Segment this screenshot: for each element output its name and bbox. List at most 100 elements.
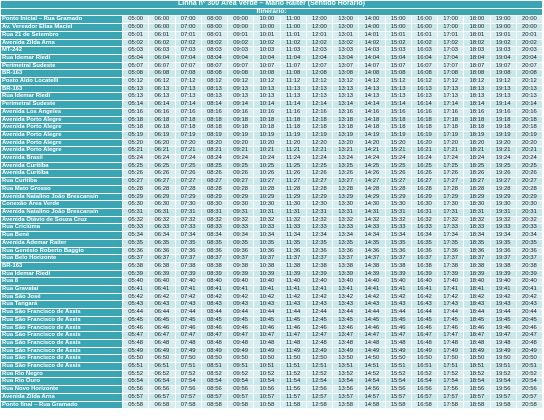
time-cell: 17:21 — [436, 146, 465, 156]
time-cell: 14:00 — [358, 15, 386, 25]
time-cell: 18:01 — [463, 30, 491, 40]
table-row: Avenida Curitiba 05:25 06:25 07:25 08:25 09:2… — [0, 161, 544, 171]
time-cell: 13:02 — [331, 38, 360, 48]
time-cell: 18:58 — [463, 400, 491, 410]
time-cell: 06:34 — [148, 231, 176, 240]
time-cell: 13:37 — [331, 254, 360, 263]
time-cell: 13:52 — [331, 369, 360, 379]
time-cell: 12:39 — [305, 269, 334, 279]
time-cell: 06:18 — [148, 115, 176, 125]
time-cell: 08:03 — [200, 46, 229, 55]
time-cell: 17:58 — [436, 400, 465, 410]
time-cell: 16:14 — [410, 100, 439, 109]
stop-name: Rua 21 de Setembro — [0, 30, 123, 40]
time-cell: 08:26 — [200, 169, 229, 179]
time-cell: 08:14 — [200, 100, 229, 109]
table-row: Rua São Francisco de Assis 05:50 06:50 07:5… — [0, 354, 544, 364]
time-cell: 20:13 — [515, 84, 544, 94]
time-cell: 13:34 — [331, 231, 360, 240]
time-cell: 07:07 — [174, 61, 202, 71]
time-cell: 10:16 — [253, 107, 281, 117]
time-cell: 17:01 — [436, 30, 465, 40]
time-cell: 13:32 — [331, 215, 360, 225]
time-cell: 16:41 — [410, 285, 439, 294]
stop-name: Rua Rio Ouro — [0, 377, 123, 387]
time-cell: 20:46 — [515, 323, 544, 333]
time-cell: 08:33 — [200, 223, 229, 233]
time-cell: 10:33 — [253, 223, 281, 233]
time-cell: 07:01 — [174, 30, 202, 40]
table-row: Perimetral Sudeste 05:07 06:07 07:07 08:07 09… — [0, 61, 544, 71]
time-cell: 08:25 — [200, 161, 229, 171]
time-cell: 07:02 — [174, 38, 202, 48]
time-cell: 07:51 — [174, 362, 202, 371]
time-cell: 12:50 — [305, 354, 334, 364]
table-row: Rua Novo Horizonte 05:56 06:56 07:56 08:56 09… — [0, 385, 544, 394]
time-cell: 13:12 — [331, 77, 360, 86]
time-cell: 05:54 — [121, 377, 150, 387]
time-cell: 11:46 — [279, 323, 307, 333]
time-cell: 06:20 — [148, 138, 176, 148]
stop-name: Conexão Área Verde — [0, 200, 123, 209]
time-cell: 10:38 — [253, 261, 281, 271]
table-row: Rua Rio Ouro 05:54 06:54 07:54 08:54 09:54 10:… — [0, 377, 544, 387]
time-cell: 09:34 — [226, 231, 255, 240]
time-cell: 07:12 — [174, 77, 202, 86]
time-cell: 05:50 — [121, 354, 150, 364]
time-cell: 06:25 — [148, 161, 176, 171]
stop-name: Rua São Francisco de Assis — [0, 354, 123, 364]
time-cell: 16:42 — [410, 292, 439, 302]
time-cell: 11:19 — [279, 130, 307, 140]
time-cell: 19:18 — [489, 123, 517, 132]
time-cell: 07:03 — [174, 46, 202, 55]
time-cell: 17:28 — [436, 184, 465, 194]
time-cell: 09:39 — [226, 269, 255, 279]
time-cell: 13:14 — [331, 100, 360, 109]
time-cell: 07:18 — [174, 123, 202, 132]
time-cell: 12:04 — [305, 53, 334, 63]
time-cell: 14:20 — [358, 138, 386, 148]
time-cell: 19:44 — [489, 308, 517, 317]
schedule-page: Linha nº 300 Área Verde – Mário Raiter (… — [0, 0, 544, 410]
time-cell: 08:41 — [200, 285, 229, 294]
time-cell: 09:21 — [226, 146, 255, 156]
time-cell: 05:29 — [121, 192, 150, 202]
time-cell: 07:35 — [174, 238, 202, 248]
time-cell: 06:01 — [148, 30, 176, 40]
time-cell: 18:20 — [463, 138, 491, 148]
time-cell: 10:35 — [253, 238, 281, 248]
time-cell: 06:45 — [148, 315, 176, 325]
time-cell: 15:26 — [384, 169, 412, 179]
time-cell: 12:41 — [305, 285, 334, 294]
time-cell: 11:29 — [279, 192, 307, 202]
time-cell: 07:41 — [174, 285, 202, 294]
time-cell: 18:49 — [463, 346, 491, 356]
time-cell: 11:00 — [279, 15, 307, 25]
time-cell: 11:40 — [279, 277, 307, 286]
time-cell: 05:57 — [121, 392, 150, 402]
time-cell: 15:44 — [384, 308, 412, 317]
time-cell: 17:43 — [436, 300, 465, 310]
time-cell: 20:28 — [515, 184, 544, 194]
time-cell: 17:38 — [436, 261, 465, 271]
schedule-table: Linha nº 300 Área Verde – Mário Raiter (… — [0, 0, 544, 410]
time-cell: 09:31 — [226, 208, 255, 217]
time-cell: 20:24 — [515, 154, 544, 163]
time-cell: 06:03 — [148, 46, 176, 55]
time-cell: 20:44 — [515, 308, 544, 317]
time-cell: 17:33 — [436, 223, 465, 233]
time-cell: 05:34 — [121, 231, 150, 240]
time-cell: 06:57 — [148, 392, 176, 402]
time-cell: 14:58 — [358, 400, 386, 410]
time-cell: 13:48 — [331, 338, 360, 348]
time-cell: 20:26 — [515, 169, 544, 179]
time-cell: 11:13 — [279, 84, 307, 94]
time-cell: 14:43 — [358, 300, 386, 310]
time-cell: 19:34 — [489, 231, 517, 240]
time-cell: 18:44 — [463, 308, 491, 317]
time-cell: 06:38 — [148, 261, 176, 271]
time-cell: 07:28 — [174, 184, 202, 194]
time-cell: 18:18 — [463, 115, 491, 125]
time-cell: 07:08 — [174, 69, 202, 79]
time-cell: 12:44 — [305, 308, 334, 317]
